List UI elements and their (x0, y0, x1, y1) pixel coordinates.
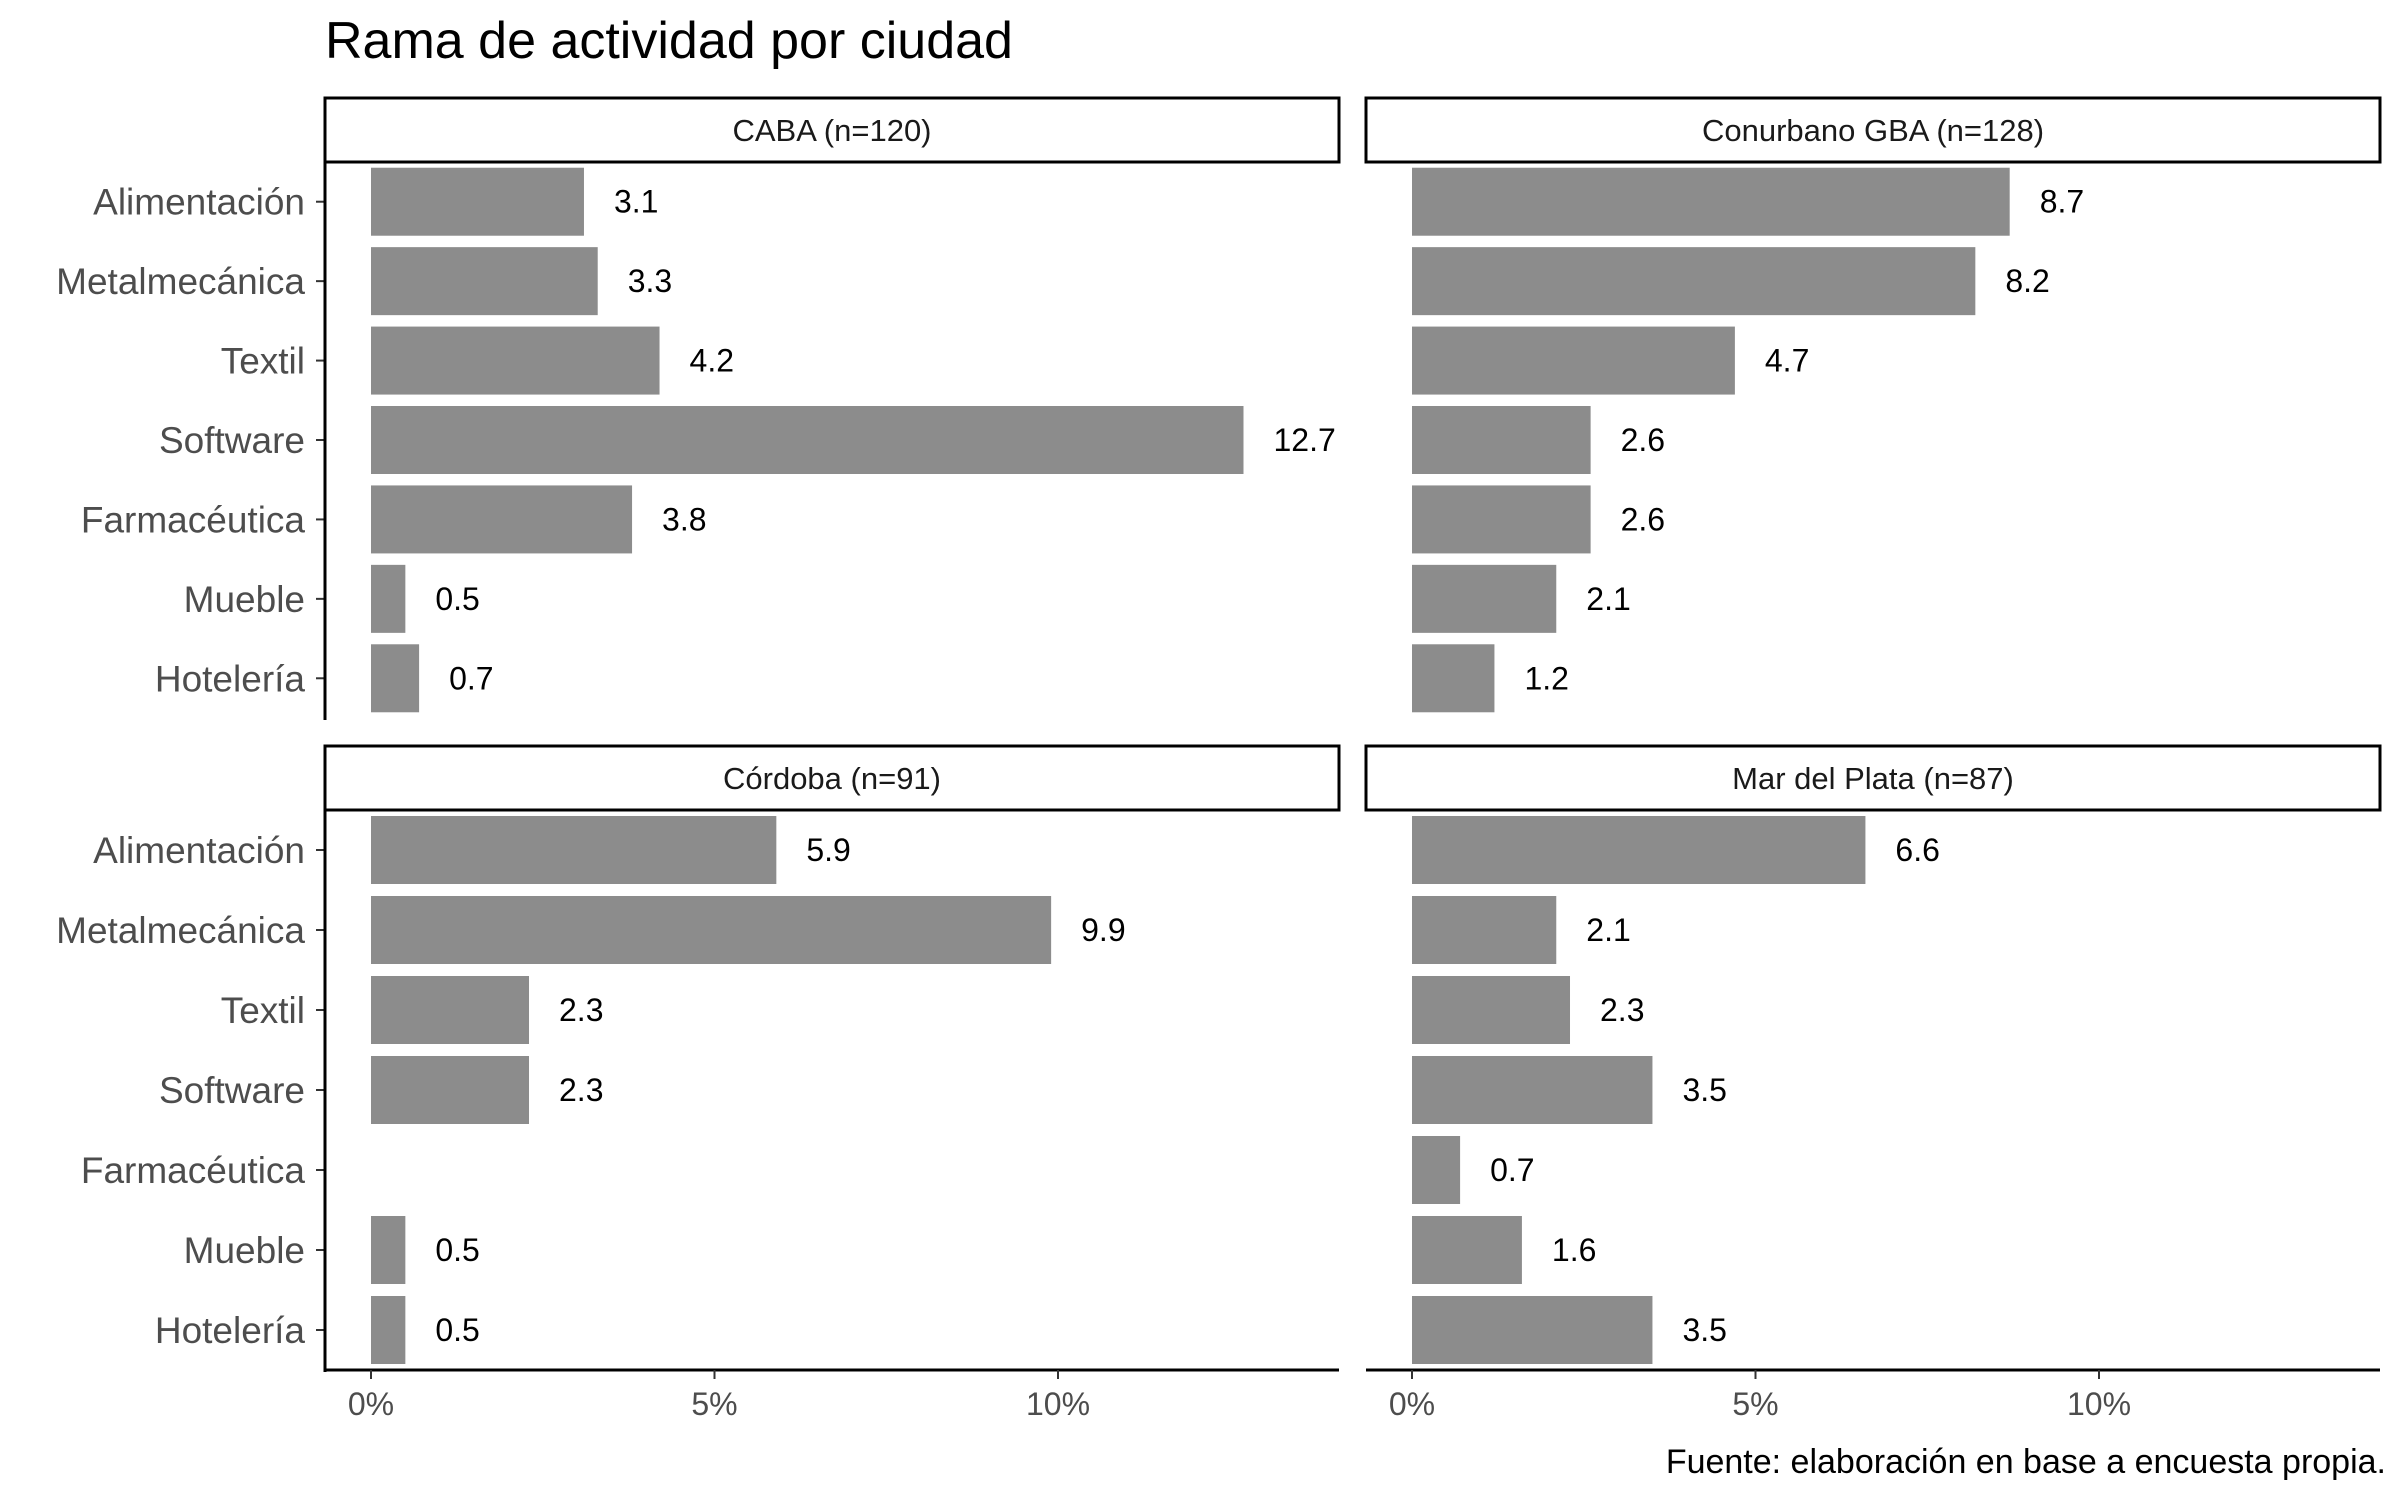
category-label: Software (159, 420, 305, 461)
bar (371, 167, 584, 236)
x-tick-label: 10% (1026, 1386, 1090, 1422)
bar (371, 1216, 406, 1284)
data-label: 3.8 (662, 501, 706, 537)
data-label: 2.6 (1621, 501, 1665, 537)
bar (1412, 326, 1735, 395)
data-label: 0.5 (435, 581, 479, 617)
bar (1412, 564, 1557, 633)
bar (371, 1056, 530, 1124)
data-label: 8.7 (2040, 184, 2084, 220)
data-label: 1.2 (1524, 660, 1568, 696)
category-label: Textil (221, 341, 305, 382)
bar (371, 564, 406, 633)
data-label: 1.6 (1552, 1232, 1596, 1268)
bar (1412, 406, 1591, 474)
x-tick-label: 5% (691, 1386, 737, 1422)
data-label: 0.7 (1490, 1152, 1534, 1188)
data-label: 2.3 (559, 992, 603, 1028)
data-label: 2.3 (1600, 992, 1644, 1028)
bar (371, 816, 777, 884)
bar (1412, 167, 2010, 236)
bar (371, 896, 1052, 964)
category-label: Mueble (184, 579, 305, 620)
bar (1412, 816, 1866, 884)
data-label: 12.7 (1273, 422, 1335, 458)
bar (1412, 247, 1976, 316)
bar (1412, 976, 1571, 1044)
panel-3: Córdoba (n=91) 5.9 Alimentación 9.9 Metalmec… (56, 744, 1341, 1422)
panel-2: Conurbano GBA (n=128) 8.7 8.2 4.7 2.6 2.6 2.1 1… (1364, 96, 2382, 713)
data-label: 3.1 (614, 184, 658, 220)
data-label: 9.9 (1081, 912, 1125, 948)
category-label: Hotelería (155, 658, 306, 699)
bar (371, 485, 633, 554)
category-label: Alimentación (93, 182, 305, 223)
bar (371, 406, 1244, 474)
data-label: 2.6 (1621, 422, 1665, 458)
panel-4: Mar del Plata (n=87) 6.6 2.1 2.3 3.5 0.7 1.6 3.… (1364, 744, 2382, 1422)
x-tick-label: 0% (348, 1386, 394, 1422)
x-tick-label: 10% (2067, 1386, 2131, 1422)
bar (371, 247, 598, 316)
data-label: 3.5 (1682, 1072, 1726, 1108)
bar (371, 976, 530, 1044)
data-label: 3.5 (1682, 1312, 1726, 1348)
panel-1: CABA (n=120) 3.1 Alimentación 3.3 Metalmecán… (56, 96, 1341, 720)
bar (1412, 644, 1495, 713)
category-label: Alimentación (93, 830, 305, 871)
category-label: Metalmecánica (56, 910, 305, 951)
data-label: 5.9 (806, 832, 850, 868)
facet-strip (1364, 744, 2382, 812)
data-label: 4.7 (1765, 343, 1809, 379)
facet-strip-label: Mar del Plata (n=87) (1732, 761, 2014, 796)
data-label: 0.5 (435, 1312, 479, 1348)
data-label: 0.7 (449, 660, 493, 696)
bar (371, 326, 660, 395)
data-label: 3.3 (628, 263, 672, 299)
x-tick-label: 0% (1389, 1386, 1435, 1422)
category-label: Textil (221, 990, 305, 1031)
facet-strip-label: CABA (n=120) (732, 113, 931, 148)
bar (371, 1296, 406, 1364)
data-label: 2.3 (559, 1072, 603, 1108)
category-label: Metalmecánica (56, 261, 305, 302)
facet-strip (323, 744, 1341, 812)
data-label: 8.2 (2005, 263, 2049, 299)
x-tick-label: 5% (1732, 1386, 1778, 1422)
category-label: Mueble (184, 1230, 305, 1271)
facet-strip-label: Córdoba (n=91) (723, 761, 941, 796)
facet-strip (323, 96, 1341, 164)
chart-caption: Fuente: elaboración en base a encuesta p… (1666, 1443, 2386, 1481)
bar (1412, 485, 1591, 554)
bar (371, 644, 420, 713)
bar (1412, 1216, 1522, 1284)
category-label: Software (159, 1070, 305, 1111)
data-label: 4.2 (690, 343, 734, 379)
facet-strip (1364, 96, 2382, 164)
panels: CABA (n=120) 3.1 Alimentación 3.3 Metalmecán… (56, 96, 2382, 1422)
bar (1412, 1296, 1653, 1364)
data-label: 6.6 (1895, 832, 1939, 868)
bar (1412, 1136, 1461, 1204)
chart-title: Rama de actividad por ciudad (325, 12, 1013, 70)
bar (1412, 1056, 1653, 1124)
category-label: Farmacéutica (81, 1150, 306, 1191)
category-label: Farmacéutica (81, 499, 306, 540)
bar (1412, 896, 1557, 964)
data-label: 0.5 (435, 1232, 479, 1268)
data-label: 2.1 (1586, 912, 1630, 948)
data-label: 2.1 (1586, 581, 1630, 617)
category-label: Hotelería (155, 1310, 306, 1351)
facet-strip-label: Conurbano GBA (n=128) (1702, 113, 2044, 148)
